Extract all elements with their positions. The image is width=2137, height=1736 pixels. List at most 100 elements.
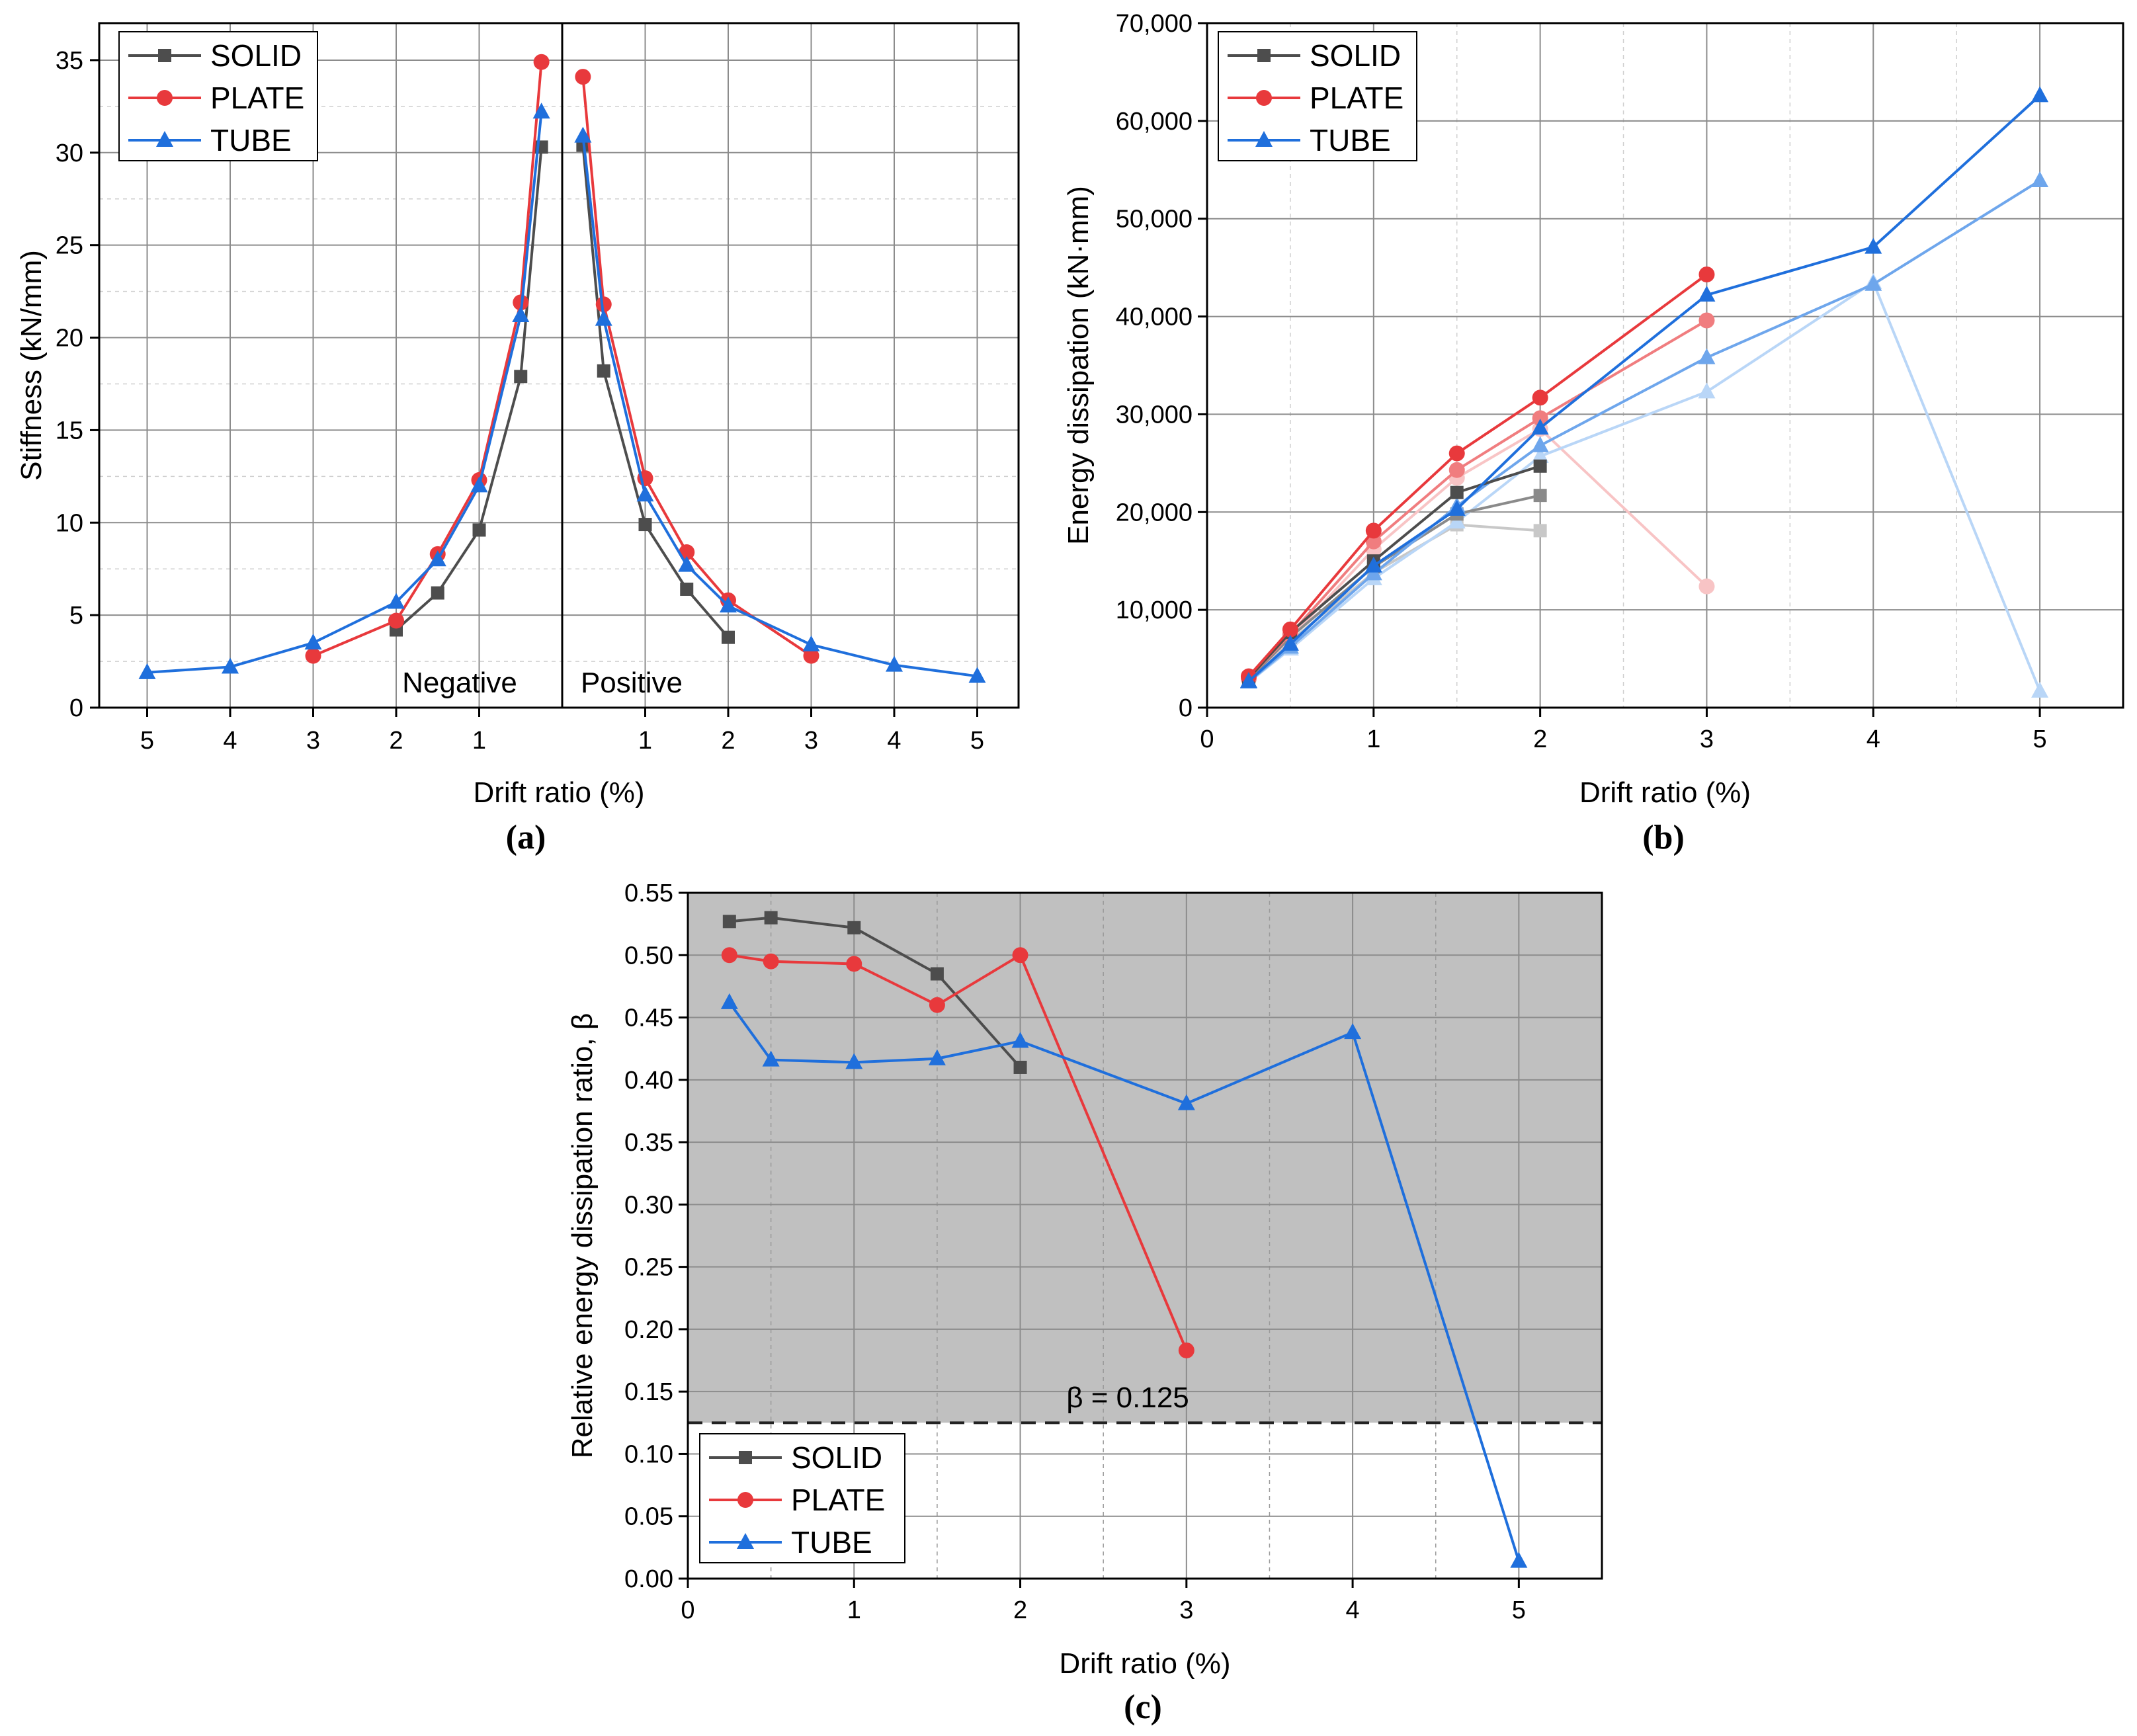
data-point-plate (929, 997, 945, 1013)
series-line-tube (728, 1001, 1521, 1562)
negative-label: Negative (402, 667, 517, 699)
x-tick-label: 2 (389, 727, 403, 755)
y-tick-label: 0.05 (624, 1503, 673, 1531)
x-axis-label: Drift ratio (%) (1579, 776, 1751, 809)
data-point-tube (678, 556, 696, 572)
data-point-solid (930, 967, 944, 981)
panel-a-stiffness-chart: 0 5 10 15 20 25 30 35 5 4 3 2 1 1 2 3 4 5 Negative Positive… (15, 22, 1020, 856)
panel-b-energy-chart: 0 10,000 20,000 30,000 40,000 50,000 60,000 70,… (1062, 10, 2124, 856)
data-point-solid (597, 364, 610, 378)
legend-marker-solid (1257, 49, 1271, 62)
y-tick-label: 0.25 (624, 1254, 673, 1282)
x-tick-label: 4 (1866, 725, 1880, 753)
data-point-plate (595, 296, 612, 313)
y-tick-label: 60,000 (1116, 108, 1193, 136)
legend-marker-tube (156, 131, 173, 147)
legend-marker-plate (1256, 90, 1272, 106)
legend-marker-plate (737, 1492, 753, 1508)
data-point-solid (847, 921, 861, 934)
data-point-tube (2031, 171, 2049, 188)
data-point-tube (1531, 419, 1549, 435)
data-point-solid (1450, 485, 1464, 499)
panel-label-a: (a) (506, 819, 546, 856)
panel-label-c: (c) (1124, 1688, 1162, 1726)
legend-marker-solid (158, 49, 171, 62)
data-point-tube (720, 597, 737, 613)
data-point-plate (1448, 462, 1465, 478)
y-tick-label: 70,000 (1116, 10, 1193, 38)
legend-marker-tube (1255, 131, 1273, 147)
y-tick-label: 0.10 (624, 1440, 673, 1468)
y-tick-label: 0.55 (624, 880, 673, 907)
x-tick-label: 4 (887, 727, 901, 755)
x-tick-label: 5 (140, 727, 154, 755)
data-point-solid (638, 518, 652, 532)
x-axis-label: Drift ratio (%) (473, 776, 644, 809)
data-point-plate (305, 647, 321, 664)
data-point-tube (595, 310, 612, 326)
data-point-solid (1013, 1060, 1027, 1074)
legend-marker-tube (737, 1533, 754, 1549)
y-tick-label: 0.35 (624, 1129, 673, 1157)
y-tick-label: 0.30 (624, 1191, 673, 1219)
y-tick-label: 20 (56, 325, 83, 352)
x-tick-label: 2 (721, 727, 735, 755)
panel-c-beta-chart: β = 0.125 0.00 0.05 0.10 0.15 0.20 0.25 0.30 0.3… (566, 880, 1603, 1726)
x-tick-label: 2 (1013, 1596, 1027, 1624)
data-point-tube (928, 1049, 946, 1065)
data-point-tube (1448, 499, 1466, 516)
data-point-solid (1533, 524, 1547, 538)
data-point-plate (1178, 1342, 1194, 1358)
legend-label-plate: PLATE (791, 1483, 885, 1517)
y-tick-label: 35 (56, 47, 83, 75)
y-tick-label: 10 (56, 509, 83, 537)
data-point-tube (1344, 1023, 1362, 1040)
series-line-tube (581, 136, 978, 678)
plot-frame (1206, 22, 2124, 709)
y-tick-label: 50,000 (1116, 206, 1193, 233)
x-tick-label: 5 (2033, 725, 2047, 753)
data-point-plate (1698, 578, 1715, 595)
y-tick-label: 20,000 (1116, 499, 1193, 526)
data-point-tube (1531, 436, 1549, 452)
data-point-tube (1011, 1032, 1029, 1048)
x-tick-label: 1 (1366, 725, 1380, 753)
y-tick-label: 40,000 (1116, 304, 1193, 331)
legend-label-plate: PLATE (1310, 81, 1404, 115)
data-point-plate (1282, 621, 1298, 638)
x-axis-label: Drift ratio (%) (1059, 1647, 1230, 1680)
data-point-tube (2031, 681, 2049, 698)
data-point-tube (1239, 672, 1257, 688)
y-tick-label: 0.50 (624, 942, 673, 970)
x-tick-label: 4 (223, 727, 237, 755)
y-tick-label: 5 (69, 602, 83, 630)
data-point-plate (575, 69, 591, 85)
x-tick-label: 5 (1512, 1596, 1526, 1624)
data-point-solid (1533, 489, 1547, 503)
data-point-tube (636, 485, 654, 502)
y-tick-label: 30,000 (1116, 401, 1193, 429)
data-point-tube (720, 993, 738, 1009)
data-point-plate (1698, 312, 1715, 329)
data-point-tube (1865, 274, 1882, 291)
y-tick-label: 0.20 (624, 1316, 673, 1344)
data-point-tube (532, 103, 550, 119)
legend-label-tube: TUBE (210, 123, 292, 157)
data-point-plate (1448, 445, 1465, 462)
data-point-tube (1510, 1551, 1528, 1568)
data-point-tube (574, 126, 592, 143)
y-axis-label: Stiffness (kN/mm) (15, 250, 48, 481)
legend-label-solid: SOLID (791, 1440, 882, 1475)
data-point-plate (763, 953, 779, 970)
series-line-tube (1247, 94, 2041, 682)
data-point-tube (802, 635, 820, 651)
y-axis-label: Relative energy dissipation ratio, β (566, 1013, 599, 1458)
y-tick-label: 0.45 (624, 1005, 673, 1032)
series-line-plate (312, 62, 543, 657)
legend-label-tube: TUBE (1310, 123, 1391, 157)
data-point-solid (514, 370, 528, 384)
threshold-label: β = 0.125 (1066, 1382, 1189, 1414)
data-point-tube (1531, 447, 1549, 464)
data-point-plate (388, 612, 404, 629)
data-point-tube (222, 657, 239, 674)
